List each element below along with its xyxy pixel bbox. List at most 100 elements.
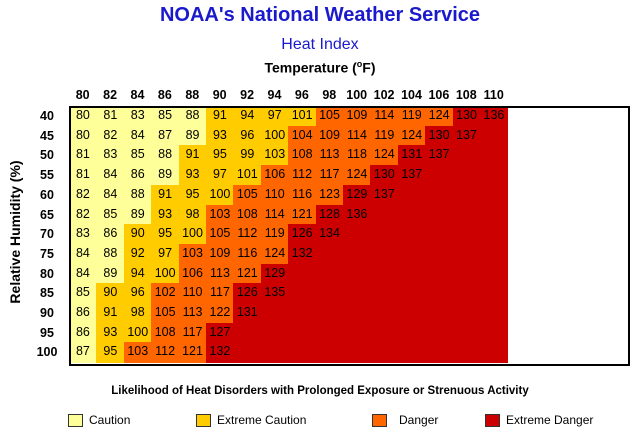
table-cell: 124 — [343, 165, 371, 186]
table-cell: 109 — [206, 243, 234, 265]
chart-title: Heat Index — [281, 36, 359, 53]
table-cell: 108 — [151, 322, 180, 343]
table-cell — [480, 145, 508, 166]
table-cell — [452, 165, 481, 186]
table-cell: 83 — [123, 106, 152, 127]
table-cell: 93 — [96, 322, 125, 343]
table-cell: 134 — [315, 224, 344, 245]
table-cell: 110 — [260, 184, 289, 205]
table-cell: 103 — [123, 342, 152, 363]
table-cell: 105 — [233, 184, 262, 205]
table-cell: 90 — [96, 283, 125, 304]
table-cell — [452, 224, 481, 245]
table-cell: 98 — [178, 204, 207, 225]
table-cell: 86 — [69, 322, 97, 343]
table-cell — [480, 184, 508, 205]
table-cell — [480, 263, 508, 284]
table-cell — [288, 322, 317, 343]
table-cell: 108 — [288, 145, 317, 166]
legend-item: Danger — [372, 413, 438, 427]
table-cell: 95 — [96, 342, 125, 363]
table-cell: 83 — [96, 145, 125, 166]
table-cell: 110 — [178, 283, 207, 304]
column-header: 94 — [267, 88, 282, 102]
row-header: 100 — [36, 345, 58, 360]
table-cell: 126 — [288, 224, 317, 245]
table-cell: 113 — [178, 303, 207, 324]
table-cell: 109 — [343, 106, 371, 127]
table-cell — [315, 303, 344, 324]
table-cell — [397, 204, 426, 225]
legend-swatch — [68, 413, 83, 427]
table-cell — [233, 322, 262, 343]
row-header: 65 — [40, 207, 54, 222]
table-cell: 131 — [233, 303, 262, 324]
table-cell: 92 — [123, 243, 152, 265]
table-cell — [397, 342, 426, 363]
table-cell: 88 — [123, 184, 152, 205]
table-cell — [425, 165, 454, 186]
table-cell: 85 — [151, 106, 180, 127]
table-cell: 131 — [397, 145, 426, 166]
table-cell: 87 — [151, 125, 180, 146]
table-cell — [260, 303, 289, 324]
column-header: 110 — [483, 88, 504, 102]
table-cell — [452, 303, 481, 324]
row-header: 55 — [40, 168, 54, 183]
table-cell — [425, 224, 454, 245]
table-cell: 136 — [480, 106, 508, 127]
table-cell: 100 — [206, 184, 234, 205]
table-cell — [425, 263, 454, 284]
table-cell — [480, 204, 508, 225]
table-cell: 116 — [288, 184, 317, 205]
table-cell — [288, 303, 317, 324]
column-header: 86 — [157, 88, 172, 102]
table-cell: 94 — [233, 106, 262, 127]
row-header: 95 — [40, 325, 54, 340]
table-cell: 121 — [178, 342, 207, 363]
table-cell — [397, 224, 426, 245]
column-header: 96 — [294, 88, 309, 102]
table-cell: 117 — [206, 283, 234, 304]
column-header: 88 — [185, 88, 200, 102]
table-cell: 108 — [233, 204, 262, 225]
table-cell — [425, 303, 454, 324]
table-cell: 102 — [151, 283, 180, 304]
column-header: 84 — [130, 88, 145, 102]
table-cell — [233, 342, 262, 363]
table-cell — [343, 243, 371, 265]
row-header: 75 — [40, 246, 54, 261]
table-cell: 89 — [96, 263, 125, 284]
table-cell — [370, 322, 399, 343]
table-cell: 136 — [343, 204, 371, 225]
legend-item: Extreme Danger — [485, 413, 593, 427]
table-cell: 94 — [123, 263, 152, 284]
table-cell: 135 — [260, 283, 289, 304]
column-header: 102 — [373, 88, 395, 102]
table-cell: 91 — [96, 303, 125, 324]
table-cell: 98 — [123, 303, 152, 324]
table-cell: 81 — [69, 165, 97, 186]
table-cell: 112 — [288, 165, 317, 186]
table-cell — [452, 204, 481, 225]
legend-title: Likelihood of Heat Disorders with Prolon… — [111, 385, 529, 397]
table-cell — [397, 283, 426, 304]
table-cell: 129 — [343, 184, 371, 205]
table-cell — [452, 283, 481, 304]
table-frame — [69, 106, 630, 366]
legend-item: Extreme Caution — [196, 413, 306, 427]
table-cell: 88 — [96, 243, 125, 265]
table-cell: 112 — [233, 224, 262, 245]
table-cell: 82 — [69, 184, 97, 205]
table-cell — [343, 224, 371, 245]
x-axis-title: Temperature (oF) — [264, 59, 376, 76]
table-cell: 106 — [260, 165, 289, 186]
table-cell: 137 — [425, 145, 454, 166]
table-cell: 97 — [151, 243, 180, 265]
table-cell: 132 — [288, 243, 317, 265]
table-cell: 93 — [206, 125, 234, 146]
table-cell: 127 — [206, 322, 234, 343]
table-cell: 82 — [69, 204, 97, 225]
table-cell: 87 — [69, 342, 97, 363]
